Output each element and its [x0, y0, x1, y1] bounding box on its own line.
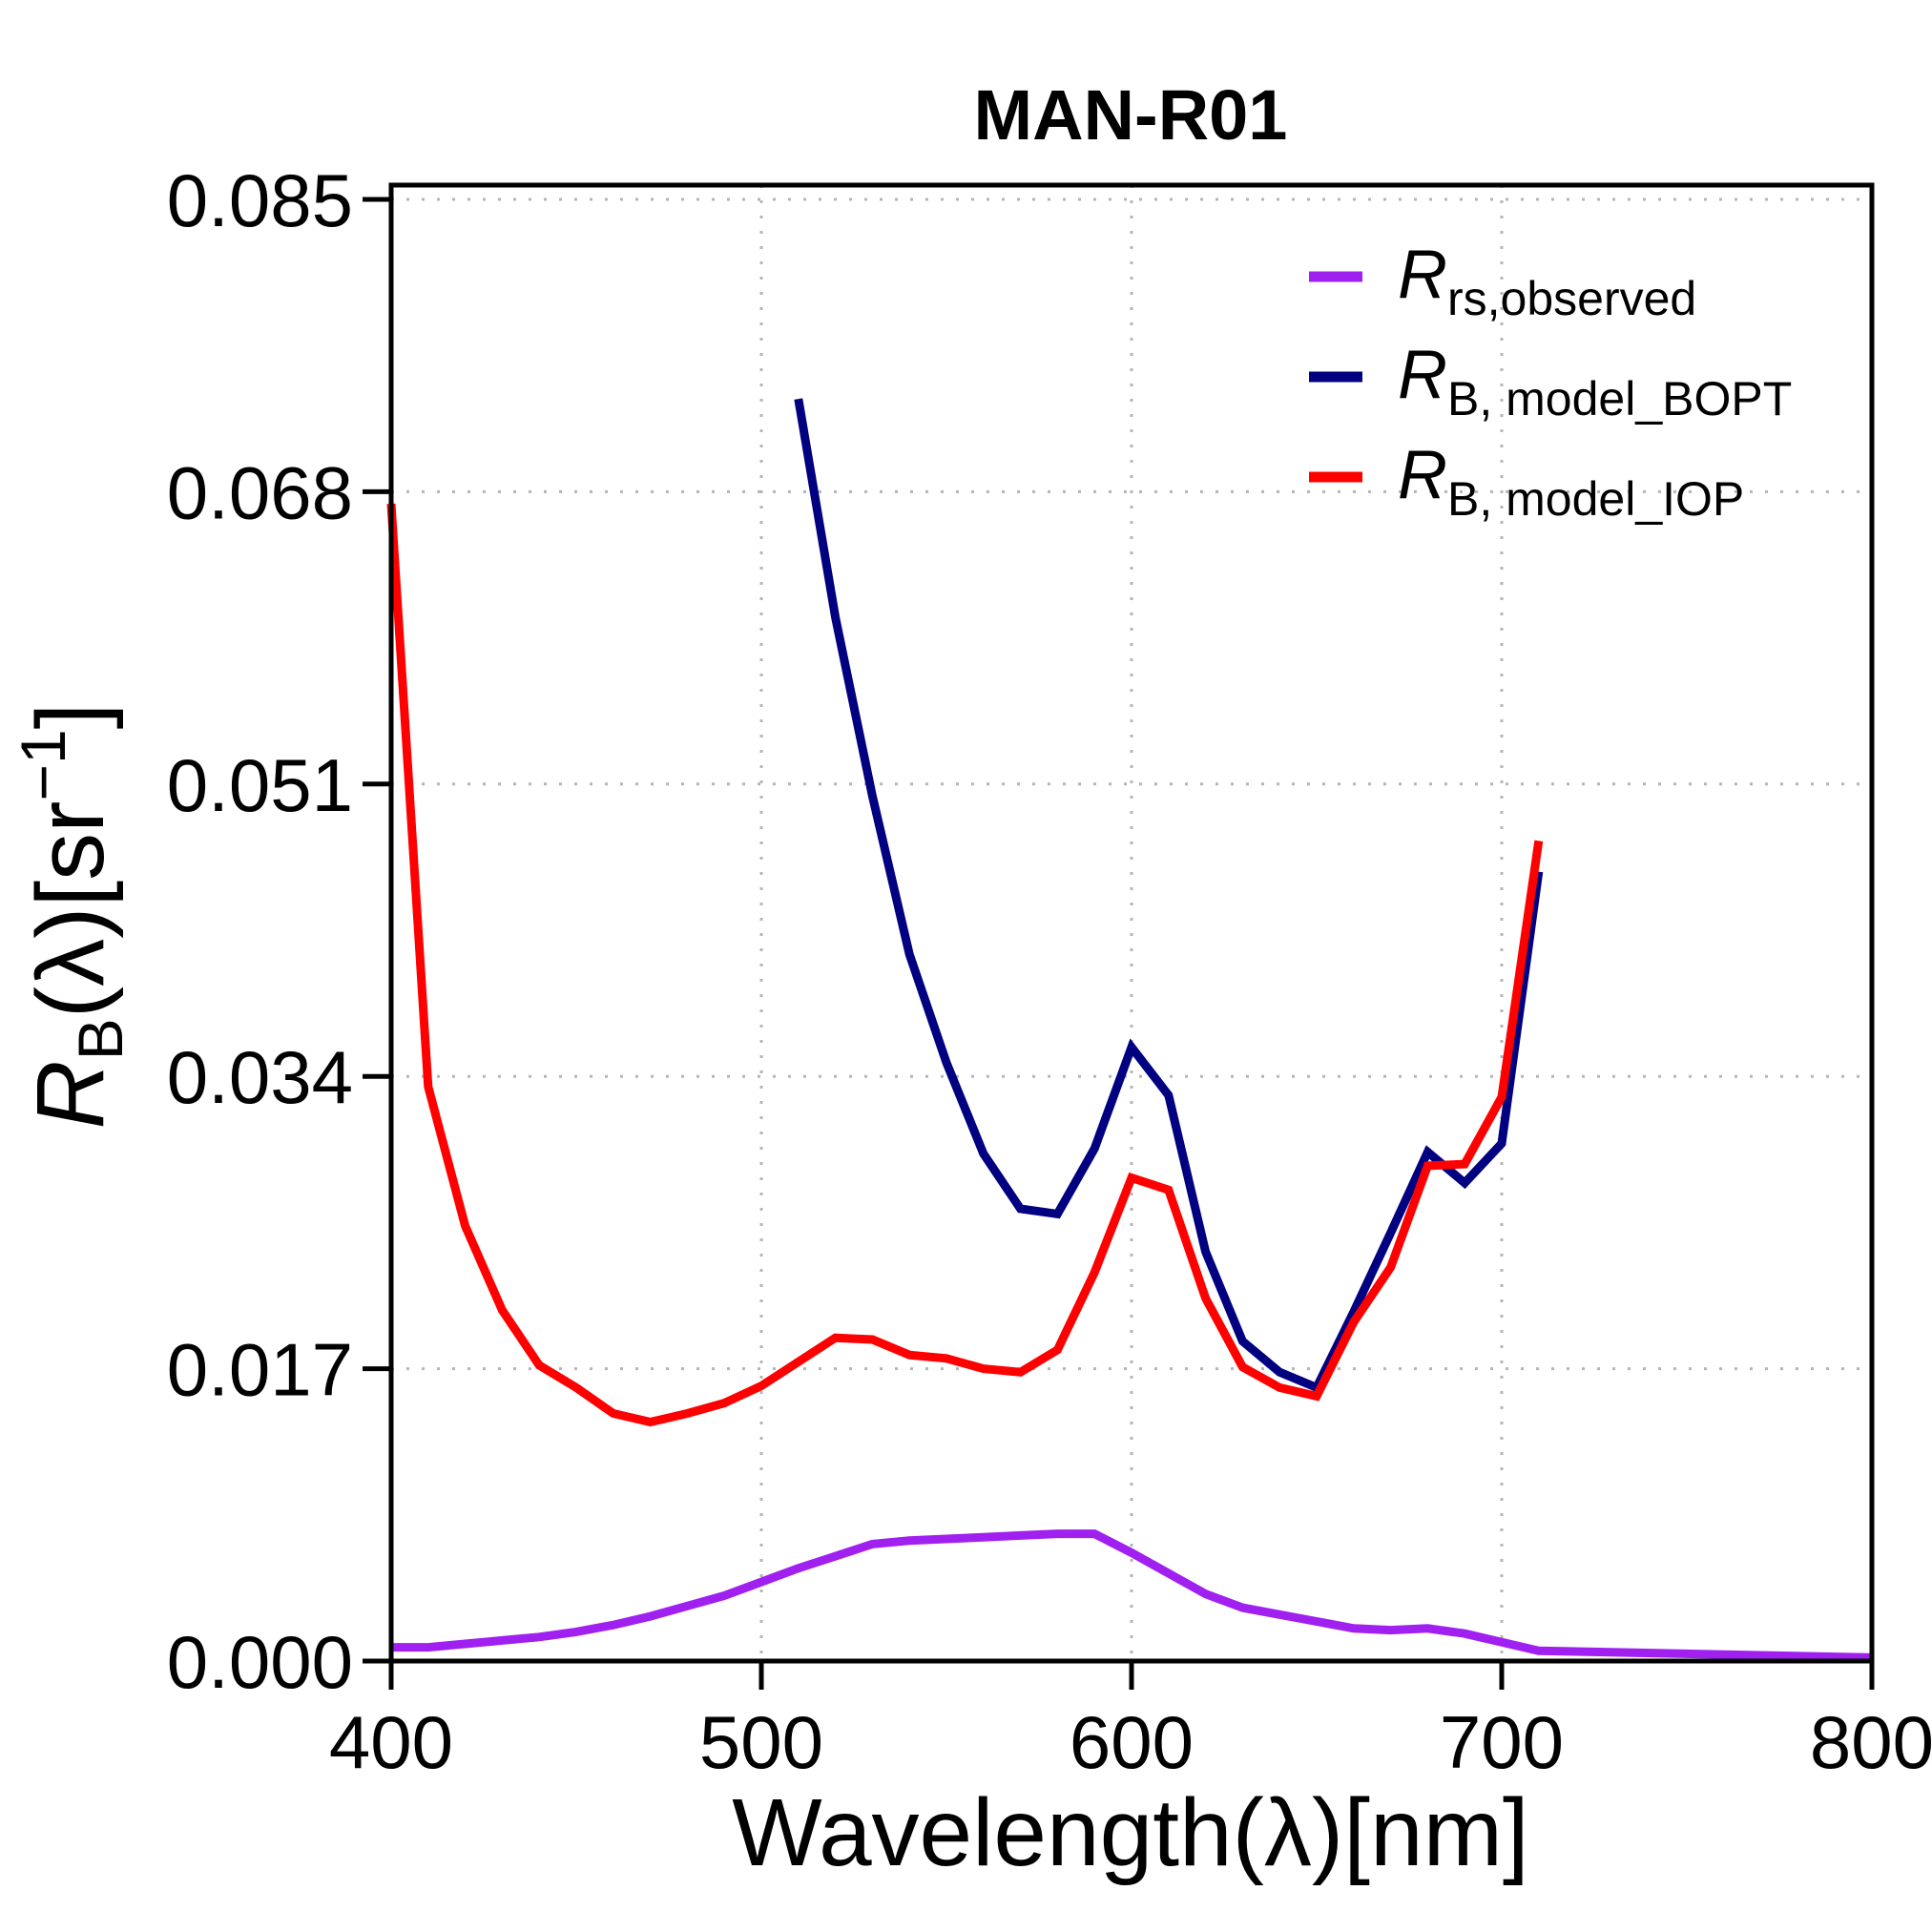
chart-title: MAN-R01	[974, 75, 1288, 155]
legend-label-1: RB, model_BOPT	[1398, 337, 1792, 426]
legend-label-0: Rrs,observed	[1398, 237, 1696, 325]
x-axis-label: Wavelength(λ)[nm]	[732, 1779, 1528, 1886]
y-axis-label-sup: −1	[8, 729, 78, 800]
y-tick-label: 0.000	[167, 1620, 353, 1704]
series-line-2	[386, 503, 1544, 1427]
y-tick-label: 0.085	[167, 158, 353, 242]
y-axis-label: RB(λ)[sr−1]	[8, 703, 135, 1130]
legend-label-main: R	[1398, 337, 1447, 413]
y-axis-ticks: 0.000 0.017 0.034 0.051 0.068 0.085	[167, 158, 391, 1704]
legend-label-sub: rs,observed	[1447, 272, 1696, 325]
series-line-1	[794, 398, 1544, 1394]
y-tick-label: 0.017	[167, 1328, 353, 1412]
x-tick-label: 600	[1070, 1700, 1194, 1784]
legend-label-main: R	[1398, 237, 1447, 313]
grid-lines	[391, 185, 1872, 1661]
x-tick-label: 700	[1440, 1700, 1564, 1784]
x-tick-label: 400	[329, 1700, 453, 1784]
x-axis-ticks: 400 500 600 700 800	[329, 1661, 1932, 1784]
y-tick-label: 0.051	[167, 743, 353, 827]
y-axis-label-main: R	[17, 1060, 124, 1129]
plot-lines	[386, 398, 1873, 1662]
x-tick-label: 500	[699, 1700, 823, 1784]
y-axis-label-rest: (λ)[sr	[17, 801, 124, 1019]
x-tick-label: 800	[1810, 1700, 1932, 1784]
y-axis-label-sub: B	[65, 1018, 135, 1060]
legend-label-sub: B, model_IOP	[1447, 472, 1744, 526]
y-axis-label-close: ]	[17, 703, 124, 730]
svg-text:RB(λ)[sr−1]: RB(λ)[sr−1]	[8, 703, 135, 1130]
legend-label-2: RB, model_IOP	[1398, 437, 1744, 526]
y-tick-label: 0.068	[167, 450, 353, 534]
series-line-0	[391, 1529, 1873, 1662]
y-tick-label: 0.034	[167, 1035, 353, 1119]
legend-label-sub: B, model_BOPT	[1447, 372, 1792, 426]
legend-label-main: R	[1398, 437, 1447, 513]
